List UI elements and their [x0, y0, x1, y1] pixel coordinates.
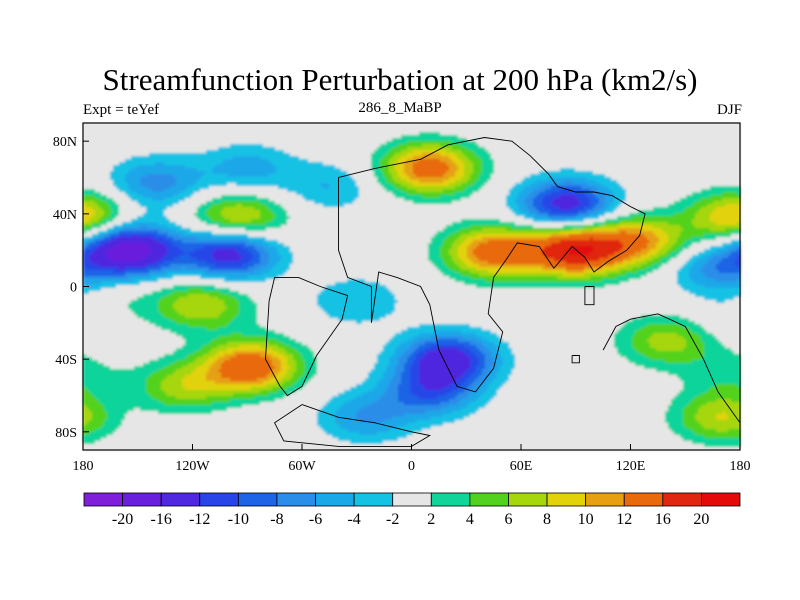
contour-field: [83, 123, 741, 451]
